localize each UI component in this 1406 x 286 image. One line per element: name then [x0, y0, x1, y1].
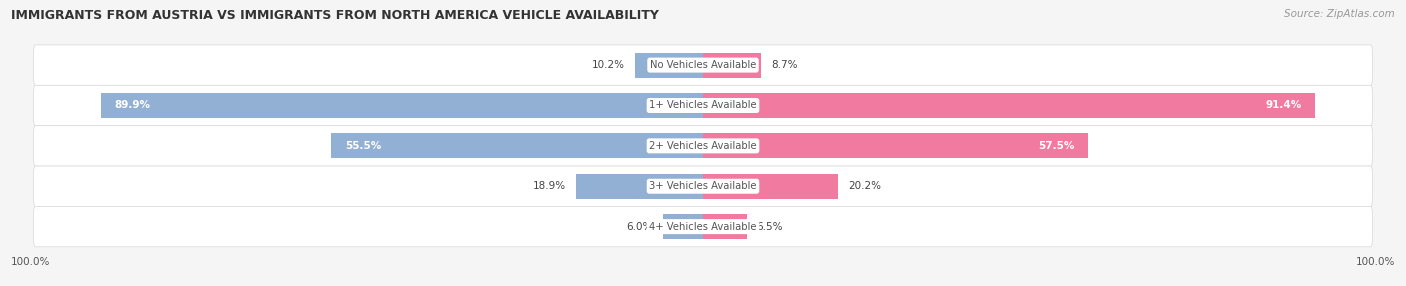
- Bar: [576, 174, 703, 199]
- Bar: [703, 133, 1088, 158]
- Bar: [332, 133, 703, 158]
- Text: No Vehicles Available: No Vehicles Available: [650, 60, 756, 70]
- Text: 89.9%: 89.9%: [114, 100, 150, 110]
- Bar: [703, 214, 747, 239]
- Text: 100.0%: 100.0%: [11, 257, 51, 267]
- FancyBboxPatch shape: [34, 206, 1372, 247]
- FancyBboxPatch shape: [34, 126, 1372, 166]
- Bar: [703, 53, 761, 78]
- Bar: [101, 93, 703, 118]
- Text: IMMIGRANTS FROM AUSTRIA VS IMMIGRANTS FROM NORTH AMERICA VEHICLE AVAILABILITY: IMMIGRANTS FROM AUSTRIA VS IMMIGRANTS FR…: [11, 9, 659, 21]
- FancyBboxPatch shape: [34, 45, 1372, 85]
- Text: 20.2%: 20.2%: [848, 181, 882, 191]
- Text: 2+ Vehicles Available: 2+ Vehicles Available: [650, 141, 756, 151]
- FancyBboxPatch shape: [34, 85, 1372, 126]
- Text: 3+ Vehicles Available: 3+ Vehicles Available: [650, 181, 756, 191]
- Text: 8.7%: 8.7%: [772, 60, 797, 70]
- Text: 18.9%: 18.9%: [533, 181, 567, 191]
- Text: 55.5%: 55.5%: [344, 141, 381, 151]
- Bar: [703, 174, 838, 199]
- Text: 91.4%: 91.4%: [1265, 100, 1302, 110]
- Text: 6.0%: 6.0%: [627, 222, 652, 232]
- FancyBboxPatch shape: [34, 166, 1372, 206]
- Bar: [634, 53, 703, 78]
- Bar: [662, 214, 703, 239]
- Text: 6.5%: 6.5%: [756, 222, 783, 232]
- Text: 4+ Vehicles Available: 4+ Vehicles Available: [650, 222, 756, 232]
- Text: 1+ Vehicles Available: 1+ Vehicles Available: [650, 100, 756, 110]
- Text: 100.0%: 100.0%: [1355, 257, 1395, 267]
- Text: Source: ZipAtlas.com: Source: ZipAtlas.com: [1284, 9, 1395, 19]
- Text: 57.5%: 57.5%: [1038, 141, 1074, 151]
- Text: 10.2%: 10.2%: [592, 60, 624, 70]
- Bar: [703, 93, 1315, 118]
